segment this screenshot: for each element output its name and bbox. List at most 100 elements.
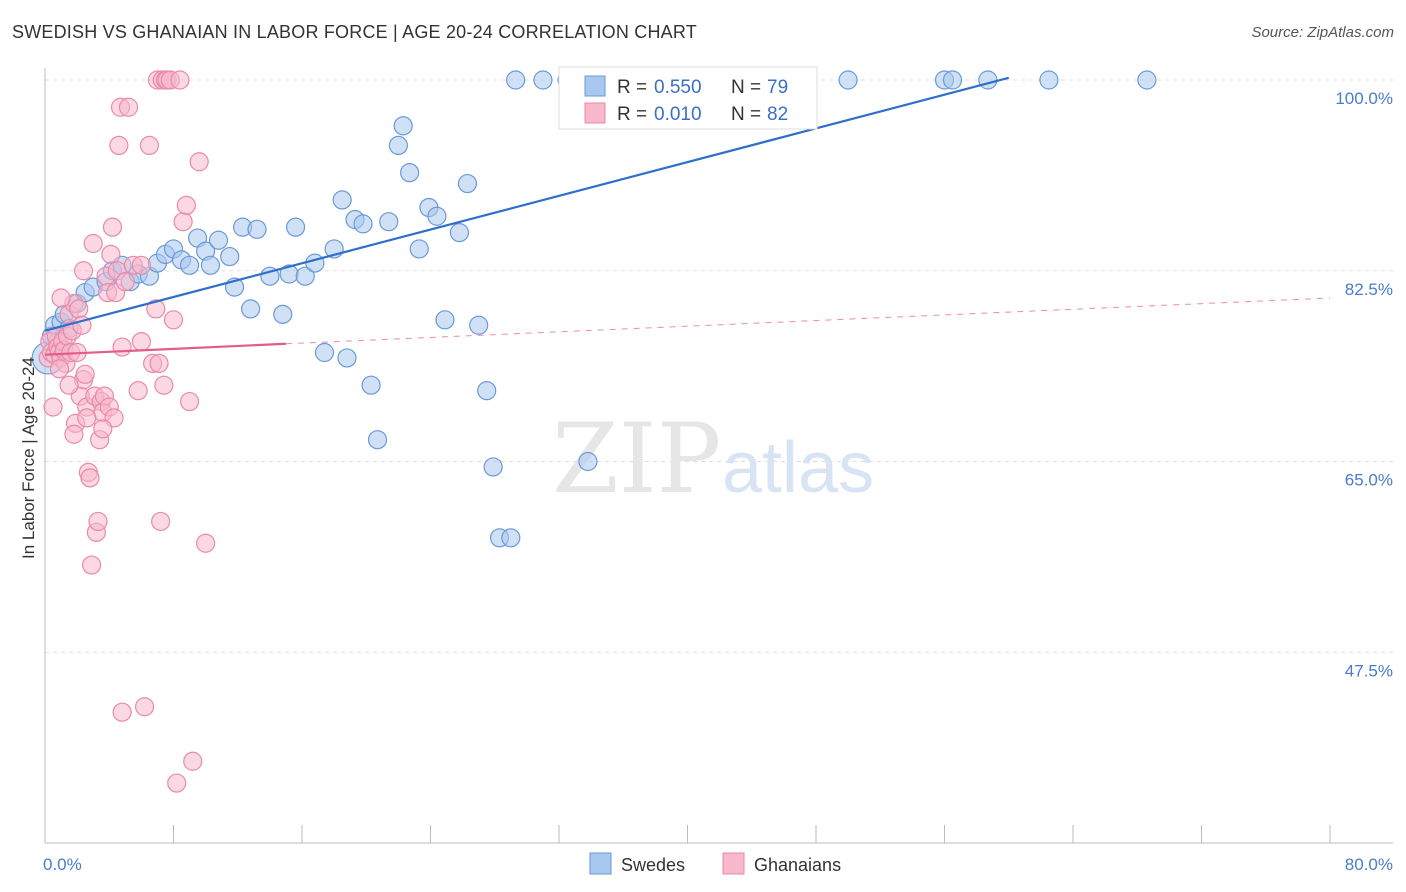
point-ghanaians-77 xyxy=(131,332,151,352)
x-tick-label-0: 0.0% xyxy=(43,855,82,874)
point-ghanaians-3 xyxy=(43,397,63,417)
trend-layer xyxy=(44,76,1331,356)
point-ghanaians-81 xyxy=(59,375,79,395)
point-swedes-76 xyxy=(978,70,998,90)
source-label: Source: ZipAtlas.com xyxy=(1251,24,1394,41)
point-swedes-39 xyxy=(337,348,357,368)
watermark: ZIP atlas xyxy=(552,403,874,515)
point-ghanaians-50 xyxy=(128,381,148,401)
point-ghanaians-79 xyxy=(77,408,97,428)
point-ghanaians-19 xyxy=(69,299,89,319)
legend-r-label-ghanaians: R = xyxy=(617,104,647,125)
legend-swatch-swedes xyxy=(584,75,606,97)
point-ghanaians-73 xyxy=(51,288,71,308)
point-swedes-60 xyxy=(533,70,553,90)
point-ghanaians-70 xyxy=(183,751,203,771)
point-ghanaians-64 xyxy=(163,310,184,330)
point-ghanaians-44 xyxy=(109,135,129,155)
point-swedes-31 xyxy=(273,304,293,324)
legend-r-value-swedes: 0.550 xyxy=(654,77,702,98)
point-swedes-78 xyxy=(1137,70,1157,90)
legend-n-value-ghanaians: 82 xyxy=(767,104,788,125)
point-swedes-48 xyxy=(409,239,429,259)
point-ghanaians-48 xyxy=(118,97,139,117)
point-ghanaians-72 xyxy=(196,533,216,553)
point-ghanaians-53 xyxy=(139,135,160,155)
point-ghanaians-76 xyxy=(112,337,132,357)
point-swedes-51 xyxy=(435,310,455,330)
point-ghanaians-40 xyxy=(102,217,123,237)
point-swedes-20 xyxy=(179,255,200,275)
bottom-legend-label-ghanaians: Ghanaians xyxy=(754,855,841,875)
y-tick-label-1: 65.0% xyxy=(1345,471,1393,490)
point-swedes-54 xyxy=(469,315,489,335)
point-ghanaians-67 xyxy=(173,212,193,232)
point-ghanaians-27 xyxy=(81,555,102,575)
point-ghanaians-69 xyxy=(179,391,200,412)
point-ghanaians-55 xyxy=(146,299,166,319)
point-swedes-36 xyxy=(314,342,335,363)
point-swedes-43 xyxy=(367,430,388,450)
point-swedes-53 xyxy=(457,173,478,194)
legend-r-value-ghanaians: 0.010 xyxy=(654,104,702,125)
point-ghanaians-58 xyxy=(151,511,171,532)
bottom-legend-swatch-ghanaians xyxy=(722,852,745,875)
point-swedes-23 xyxy=(200,255,221,275)
point-ghanaians-31 xyxy=(88,511,108,532)
point-swedes-55 xyxy=(477,381,497,401)
point-swedes-28 xyxy=(241,299,261,319)
trend-line-ghanaians xyxy=(44,342,286,356)
point-ghanaians-57 xyxy=(149,353,169,373)
bottom-legend-swatch-swedes xyxy=(589,852,612,875)
point-swedes-75 xyxy=(942,70,963,90)
bottom-legend-label-swedes: Swedes xyxy=(621,855,685,875)
point-swedes-47 xyxy=(400,163,420,183)
point-ghanaians-47 xyxy=(115,272,135,292)
legend-swatch-ghanaians xyxy=(584,102,606,124)
y-tick-label-2: 82.5% xyxy=(1345,280,1393,299)
point-swedes-33 xyxy=(285,217,306,237)
point-swedes-59 xyxy=(506,70,526,90)
point-swedes-73 xyxy=(838,70,858,90)
grid-layer xyxy=(45,79,1393,653)
point-ghanaians-23 xyxy=(75,364,95,384)
point-ghanaians-51 xyxy=(131,255,151,275)
y-tick-labels: 47.5% 65.0% 82.5% 100.0% xyxy=(1335,89,1393,680)
point-swedes-29 xyxy=(247,219,267,239)
y-tick-label-3: 100.0% xyxy=(1335,89,1393,108)
point-swedes-35 xyxy=(305,253,325,273)
point-ghanaians-65 xyxy=(167,773,187,793)
point-swedes-25 xyxy=(220,246,240,267)
chart-title: SWEDISH VS GHANAIAN IN LABOR FORCE | AGE… xyxy=(12,22,697,42)
point-swedes-62 xyxy=(578,451,598,472)
legend-n-label-ghanaians: N = xyxy=(731,104,761,125)
point-swedes-77 xyxy=(1039,70,1059,90)
point-swedes-34 xyxy=(295,266,315,286)
point-ghanaians-75 xyxy=(93,419,113,439)
top-legend: R = 0.550 N = 79 R = 0.010 N = 82 xyxy=(558,66,818,130)
point-swedes-52 xyxy=(449,223,470,243)
point-ghanaians-71 xyxy=(189,152,209,172)
legend-r-label-swedes: R = xyxy=(617,77,647,98)
point-swedes-45 xyxy=(388,135,408,155)
point-ghanaians-28 xyxy=(83,233,103,254)
point-ghanaians-39 xyxy=(101,244,121,264)
point-swedes-41 xyxy=(353,214,373,234)
point-ghanaians-68 xyxy=(176,195,196,215)
axis-layer xyxy=(44,68,1393,844)
point-swedes-46 xyxy=(393,116,413,136)
watermark-zip: ZIP xyxy=(552,403,721,515)
y-axis-label: In Labor Force | Age 20-24 xyxy=(19,357,38,559)
point-swedes-30 xyxy=(260,266,280,286)
legend-n-label-swedes: N = xyxy=(731,77,761,98)
x-tick-labels: 0.0% 80.0% xyxy=(43,855,1393,874)
point-swedes-24 xyxy=(208,230,229,250)
y-tick-label-0: 47.5% xyxy=(1345,661,1393,680)
x-tick-label-1: 80.0% xyxy=(1345,855,1393,874)
point-swedes-42 xyxy=(361,375,381,395)
point-ghanaians-80 xyxy=(49,359,70,379)
point-swedes-58 xyxy=(501,528,521,548)
legend-n-value-swedes: 79 xyxy=(767,77,788,98)
point-ghanaians-66 xyxy=(170,70,190,90)
